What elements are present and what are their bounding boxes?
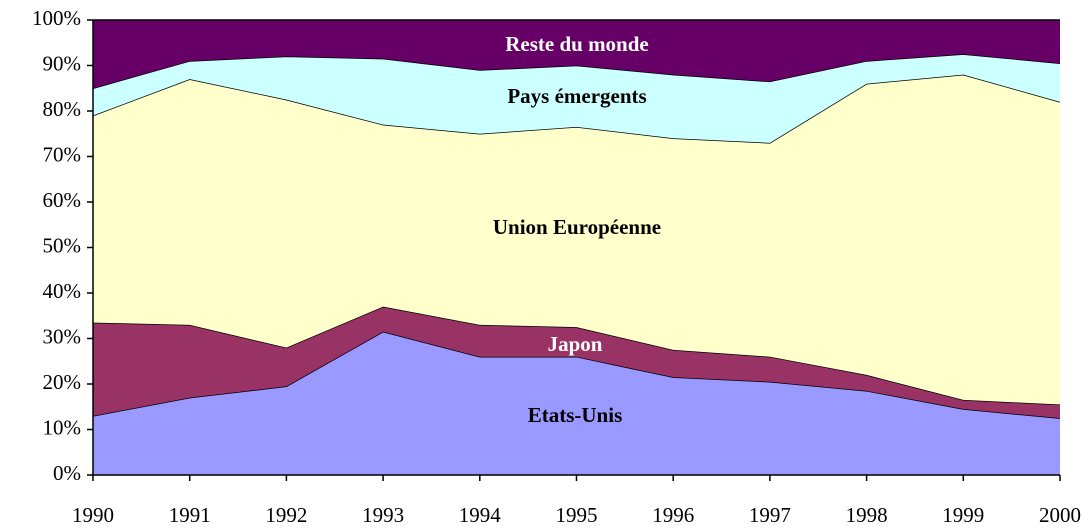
x-tick-label: 1992 xyxy=(265,503,307,527)
y-tick-label: 90% xyxy=(43,51,82,75)
series-label: Japon xyxy=(548,332,603,356)
y-tick-label: 80% xyxy=(43,97,82,121)
y-tick-label: 10% xyxy=(43,415,82,439)
series-label: Union Européenne xyxy=(493,215,661,239)
x-tick-label: 1994 xyxy=(459,503,502,527)
series-label: Etats-Unis xyxy=(528,403,623,427)
area xyxy=(93,74,1060,405)
series-label: Pays émergents xyxy=(507,84,646,108)
x-tick-label: 1997 xyxy=(749,503,791,527)
area xyxy=(93,331,1060,475)
x-tick-label: 1998 xyxy=(846,503,888,527)
x-tick-label: 1999 xyxy=(942,503,984,527)
x-tick-label: 1995 xyxy=(556,503,598,527)
y-tick-label: 0% xyxy=(53,461,81,485)
x-tick-label: 2000 xyxy=(1039,503,1081,527)
y-tick-label: 60% xyxy=(43,188,82,212)
y-tick-label: 70% xyxy=(43,142,82,166)
y-tick-label: 100% xyxy=(32,6,81,30)
area xyxy=(93,20,1060,89)
y-tick-label: 40% xyxy=(43,279,82,303)
x-tick-label: 1993 xyxy=(362,503,404,527)
y-tick-label: 30% xyxy=(43,324,82,348)
series-label: Reste du monde xyxy=(505,32,649,56)
area xyxy=(93,54,1060,143)
x-tick-label: 1990 xyxy=(72,503,114,527)
x-tick-label: 1996 xyxy=(652,503,694,527)
y-tick-label: 50% xyxy=(43,233,82,257)
x-tick-label: 1991 xyxy=(169,503,211,527)
y-tick-label: 20% xyxy=(43,370,82,394)
area xyxy=(93,306,1060,419)
